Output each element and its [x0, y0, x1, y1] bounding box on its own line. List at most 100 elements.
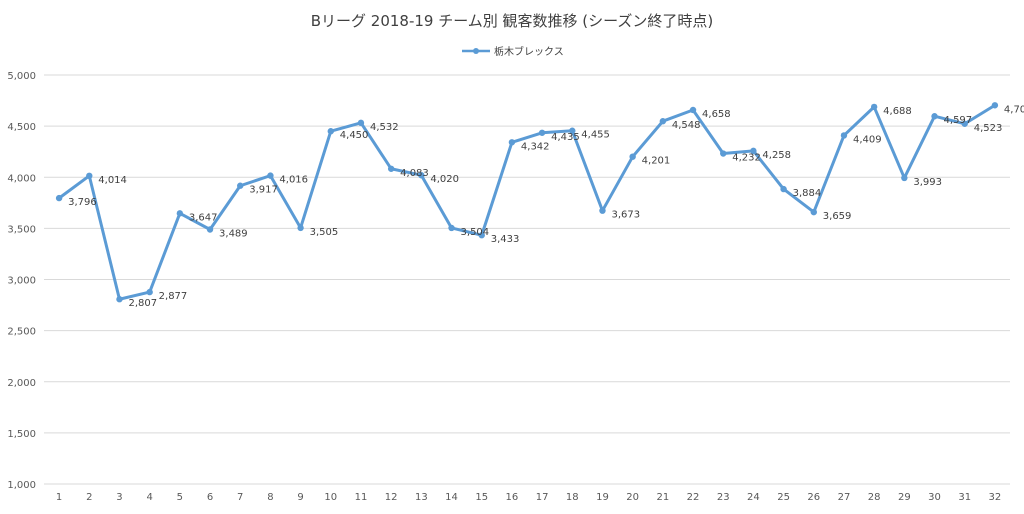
data-point[interactable]	[870, 103, 878, 111]
data-point[interactable]	[720, 150, 727, 157]
x-tick-label: 12	[385, 492, 398, 503]
x-tick-label: 19	[596, 492, 609, 503]
x-tick-label: 27	[838, 492, 851, 503]
data-point[interactable]	[599, 207, 606, 214]
data-label: 4,342	[521, 141, 550, 152]
data-point[interactable]	[176, 210, 184, 217]
data-label: 4,409	[853, 134, 882, 145]
x-tick-label: 11	[355, 492, 368, 503]
data-point[interactable]	[55, 194, 63, 202]
data-label: 4,201	[642, 156, 671, 167]
x-tick-label: 2	[86, 492, 92, 503]
series-line[interactable]	[57, 103, 997, 301]
x-tick-label: 24	[747, 492, 760, 503]
data-label: 3,505	[310, 227, 339, 238]
legend[interactable]: 栃木ブレックス	[462, 45, 564, 58]
data-point[interactable]	[689, 106, 697, 114]
x-tick-label: 30	[928, 492, 941, 503]
x-tick-label: 17	[536, 492, 549, 503]
x-tick-label: 5	[177, 492, 183, 503]
data-point[interactable]	[961, 120, 968, 127]
data-label: 4,532	[370, 122, 399, 133]
data-point[interactable]	[448, 224, 455, 232]
data-label: 4,523	[974, 123, 1003, 134]
data-label: 3,993	[913, 177, 942, 188]
data-point[interactable]	[991, 102, 999, 109]
data-point[interactable]	[327, 128, 334, 135]
data-point[interactable]	[810, 208, 817, 216]
data-point[interactable]	[931, 113, 938, 120]
data-point[interactable]	[237, 182, 244, 189]
legend-label: 栃木ブレックス	[494, 45, 564, 58]
data-label: 4,455	[581, 130, 610, 141]
x-tick-label: 16	[506, 492, 519, 503]
data-label: 4,597	[944, 115, 973, 126]
data-point[interactable]	[840, 132, 848, 139]
y-tick-label: 5,000	[7, 71, 36, 82]
data-point[interactable]	[569, 127, 576, 134]
data-point[interactable]	[780, 185, 787, 193]
data-point[interactable]	[901, 174, 908, 182]
x-tick-label: 20	[626, 492, 639, 503]
data-label: 2,807	[128, 298, 157, 309]
x-tick-label: 18	[566, 492, 579, 503]
data-label: 4,020	[430, 174, 459, 185]
x-tick-label: 13	[415, 492, 428, 503]
x-tick-label: 23	[717, 492, 730, 503]
data-point[interactable]	[629, 153, 636, 160]
data-label: 4,450	[340, 130, 369, 141]
data-point[interactable]	[538, 129, 546, 136]
x-tick-label: 10	[324, 492, 337, 503]
data-label: 4,688	[883, 106, 912, 117]
data-label: 3,659	[823, 211, 852, 222]
data-point[interactable]	[146, 288, 153, 296]
data-point[interactable]	[357, 119, 365, 127]
chart-title: Bリーグ 2018-19 チーム別 観客数推移 (シーズン終了時点)	[311, 12, 714, 30]
x-tick-label: 7	[237, 492, 243, 503]
data-point[interactable]	[116, 296, 123, 303]
data-label: 3,647	[189, 212, 218, 223]
data-point[interactable]	[750, 147, 757, 155]
y-tick-label: 1,000	[7, 480, 36, 491]
data-label: 4,083	[400, 168, 429, 179]
x-tick-label: 1	[56, 492, 62, 503]
x-tick-label: 32	[989, 492, 1002, 503]
series	[55, 102, 999, 303]
data-point[interactable]	[297, 224, 304, 232]
x-tick-label: 22	[687, 492, 700, 503]
data-point[interactable]	[478, 232, 485, 239]
data-point[interactable]	[387, 165, 395, 172]
y-axis: 1,000 1,500 2,000 2,500 3,000 3,500 4,000 4,500…	[7, 71, 36, 491]
x-tick-label: 26	[807, 492, 820, 503]
data-label: 4,435	[551, 132, 580, 143]
x-tick-label: 21	[656, 492, 669, 503]
x-tick-label: 31	[958, 492, 971, 503]
data-point[interactable]	[86, 172, 93, 180]
data-label: 3,796	[68, 197, 97, 208]
y-tick-label: 4,000	[7, 173, 36, 184]
data-point[interactable]	[659, 118, 667, 125]
y-tick-label: 1,500	[7, 429, 36, 440]
y-tick-label: 4,500	[7, 122, 36, 133]
x-tick-label: 28	[868, 492, 881, 503]
data-point[interactable]	[418, 172, 425, 179]
data-label: 2,877	[159, 291, 188, 302]
x-tick-label: 9	[297, 492, 303, 503]
data-label: 4,704	[1004, 104, 1024, 115]
data-label: 4,658	[702, 109, 731, 120]
data-point[interactable]	[267, 172, 274, 179]
data-label: 4,016	[279, 175, 308, 186]
data-label: 4,232	[732, 153, 761, 164]
y-tick-label: 2,000	[7, 378, 36, 389]
data-point[interactable]	[206, 226, 214, 233]
data-label: 3,884	[793, 188, 822, 199]
data-point[interactable]	[508, 139, 516, 146]
x-tick-label: 29	[898, 492, 911, 503]
x-tick-label: 15	[475, 492, 488, 503]
data-label: 3,504	[461, 227, 490, 238]
data-label: 3,433	[491, 234, 520, 245]
x-axis: 1 2 3 4 5 6 7 8 9 10 11 12 13 14 15 16 17 18 19 20 21 22 23 24 2…	[56, 492, 1001, 503]
legend-marker	[473, 48, 479, 54]
